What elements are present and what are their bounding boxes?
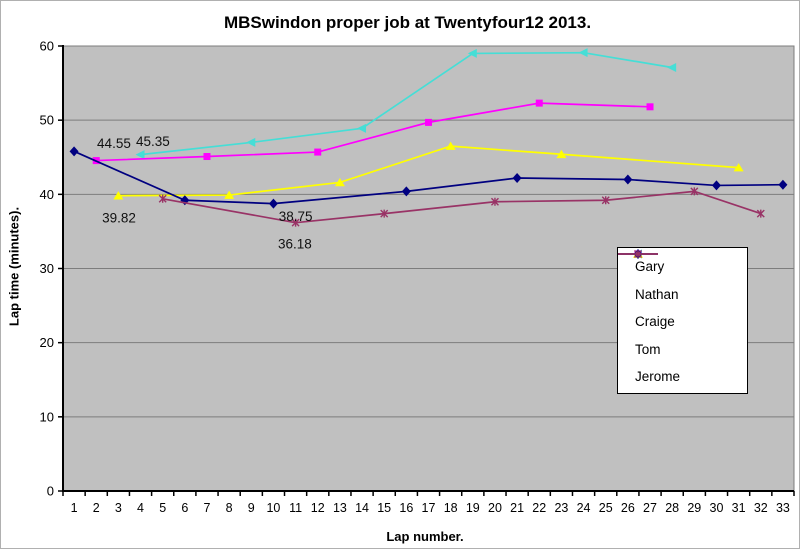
x-tick-label: 22 <box>532 501 546 515</box>
diamond-marker <box>268 198 278 209</box>
x-tick-label: 33 <box>776 501 790 515</box>
data-label: 38.75 <box>279 209 313 224</box>
triangle-left-marker <box>246 137 256 147</box>
triangle-left-marker <box>357 123 367 133</box>
series-line <box>118 145 739 197</box>
series-tom <box>69 146 788 209</box>
y-tick-label: 40 <box>40 187 54 202</box>
triangle-left-marker <box>578 48 588 58</box>
square-marker <box>535 99 543 107</box>
triangle-marker <box>556 149 567 159</box>
x-tick-label: 27 <box>643 501 657 515</box>
x-tick-label: 15 <box>377 501 391 515</box>
x-tick-label: 30 <box>710 501 724 515</box>
star-marker <box>601 196 610 205</box>
x-tick-label: 4 <box>137 501 144 515</box>
diamond-marker <box>623 174 633 185</box>
legend-label: Jerome <box>635 369 681 385</box>
series-gary <box>135 48 677 160</box>
x-tick-label: 32 <box>754 501 768 515</box>
y-tick-label: 50 <box>40 113 54 128</box>
legend-label: Tom <box>635 341 661 357</box>
x-tick-label: 11 <box>289 501 302 515</box>
triangle-marker <box>334 177 345 187</box>
series-line <box>73 150 783 205</box>
x-tick-label: 29 <box>687 501 701 515</box>
x-tick-label: 7 <box>204 501 211 515</box>
legend-label: Craige <box>635 314 675 330</box>
x-tick-label: 17 <box>422 501 436 515</box>
triangle-marker <box>113 191 124 200</box>
star-marker <box>291 218 300 227</box>
x-tick-label: 6 <box>181 501 188 515</box>
legend-label: Gary <box>635 259 665 275</box>
x-tick-label: 19 <box>466 501 480 515</box>
x-tick-label: 28 <box>665 501 679 515</box>
x-axis-title: Lap number. <box>386 529 464 544</box>
x-tick-label: 12 <box>311 501 325 515</box>
triangle-marker <box>733 163 744 172</box>
series-line <box>140 51 673 156</box>
data-label: 36.18 <box>278 236 312 251</box>
x-tick-label: 5 <box>159 501 166 515</box>
diamond-marker <box>69 146 79 157</box>
x-tick-label: 24 <box>577 501 591 515</box>
y-tick-label: 10 <box>40 409 54 424</box>
series-jerome <box>158 187 765 227</box>
legend-entry-tom: Tom <box>618 249 747 364</box>
triangle-left-marker <box>135 150 145 160</box>
triangle-marker <box>224 190 235 199</box>
legend-entry-craige: Craige <box>618 249 747 336</box>
star-marker <box>690 187 699 196</box>
square-marker <box>646 103 654 111</box>
data-label: 39.82 <box>102 210 136 225</box>
star-marker <box>158 194 167 203</box>
legend-entry-jerome: Jerome <box>618 250 747 391</box>
x-tick-label: 31 <box>732 501 746 515</box>
square-marker <box>203 153 211 161</box>
x-tick-label: 13 <box>333 501 347 515</box>
x-tick-label: 26 <box>621 501 635 515</box>
x-tick-label: 1 <box>71 501 78 515</box>
star-marker <box>490 197 499 206</box>
x-tick-label: 2 <box>93 501 100 515</box>
series-line <box>96 102 651 162</box>
series-craige <box>113 141 744 200</box>
x-tick-label: 18 <box>444 501 458 515</box>
triangle-left-marker <box>467 48 477 58</box>
x-tick-label: 14 <box>355 501 369 515</box>
star-marker <box>380 209 389 218</box>
legend-entry-nathan: Nathan <box>618 250 747 309</box>
diamond-marker <box>401 186 411 197</box>
x-tick-label: 21 <box>510 501 524 515</box>
legend: Gary Nathan Craige Tom Jerome <box>617 247 748 394</box>
data-label: 44.55 <box>97 136 131 151</box>
legend-label: Nathan <box>635 286 679 302</box>
square-marker <box>425 118 432 126</box>
square-marker <box>314 148 322 156</box>
y-tick-label: 20 <box>40 335 54 350</box>
x-tick-label: 25 <box>599 501 613 515</box>
x-tick-label: 20 <box>488 501 502 515</box>
star-marker <box>634 250 642 258</box>
triangle-marker <box>445 141 456 150</box>
x-tick-label: 16 <box>399 501 413 515</box>
diamond-marker <box>778 179 788 190</box>
x-tick-label: 9 <box>248 501 255 515</box>
data-label: 45.35 <box>136 134 170 149</box>
x-tick-label: 10 <box>266 501 280 515</box>
y-tick-label: 60 <box>40 39 54 54</box>
x-tick-label: 23 <box>554 501 568 515</box>
diamond-marker <box>512 173 522 184</box>
legend-star-icon <box>618 250 658 258</box>
y-tick-label: 30 <box>40 261 54 276</box>
diamond-marker <box>711 180 721 191</box>
chart-title: MBSwindon proper job at Twentyfour12 201… <box>223 13 592 32</box>
y-tick-label: 0 <box>47 484 54 499</box>
star-marker <box>756 209 765 218</box>
x-tick-label: 8 <box>226 501 233 515</box>
triangle-left-marker <box>667 63 677 73</box>
x-tick-label: 3 <box>115 501 122 515</box>
